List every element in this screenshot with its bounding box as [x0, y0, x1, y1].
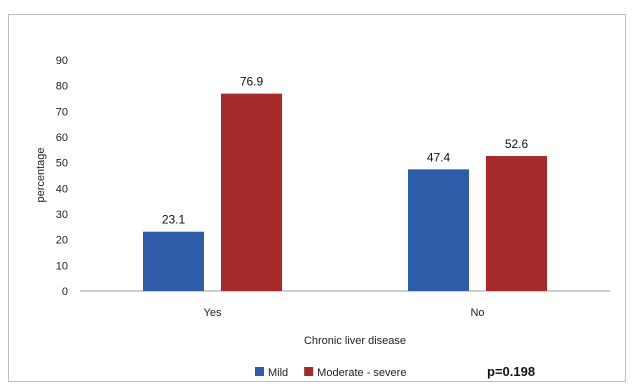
data-label: 23.1 [162, 213, 186, 227]
y-tick-label: 60 [56, 132, 68, 144]
y-tick-label: 0 [62, 286, 68, 298]
legend-label: Moderate - severe [317, 367, 406, 379]
x-tick-label: No [470, 307, 484, 319]
y-tick-label: 80 [56, 81, 68, 93]
y-tick-label: 70 [56, 106, 68, 118]
data-label: 52.6 [505, 137, 529, 151]
bar-mild-no [408, 169, 469, 291]
y-axis-title: percentage [35, 147, 47, 202]
bar-moderate-severe-yes [221, 93, 282, 291]
x-tick-label: Yes [204, 307, 222, 319]
y-axis-ticks: 0 10 20 30 40 50 60 70 80 90 [56, 55, 68, 298]
y-tick-label: 20 [56, 235, 68, 247]
legend: Mild Moderate - severe [255, 367, 406, 379]
p-value-annotation: p=0.198 [487, 364, 535, 379]
data-labels: 23.1 76.9 47.4 52.6 [162, 75, 529, 227]
y-tick-label: 40 [56, 183, 68, 195]
y-tick-label: 50 [56, 158, 68, 170]
legend-swatch [255, 367, 264, 376]
x-axis-title: Chronic liver disease [304, 335, 406, 347]
y-tick-label: 90 [56, 55, 68, 67]
data-label: 76.9 [240, 75, 264, 89]
bars [143, 93, 547, 291]
y-tick-label: 10 [56, 260, 68, 272]
bar-moderate-severe-no [486, 155, 547, 291]
bar-mild-yes [143, 231, 204, 291]
y-tick-label: 30 [56, 209, 68, 221]
data-label: 47.4 [427, 150, 451, 164]
legend-swatch [304, 367, 314, 376]
legend-label: Mild [268, 367, 288, 379]
x-axis-ticks: Yes No [204, 307, 485, 319]
